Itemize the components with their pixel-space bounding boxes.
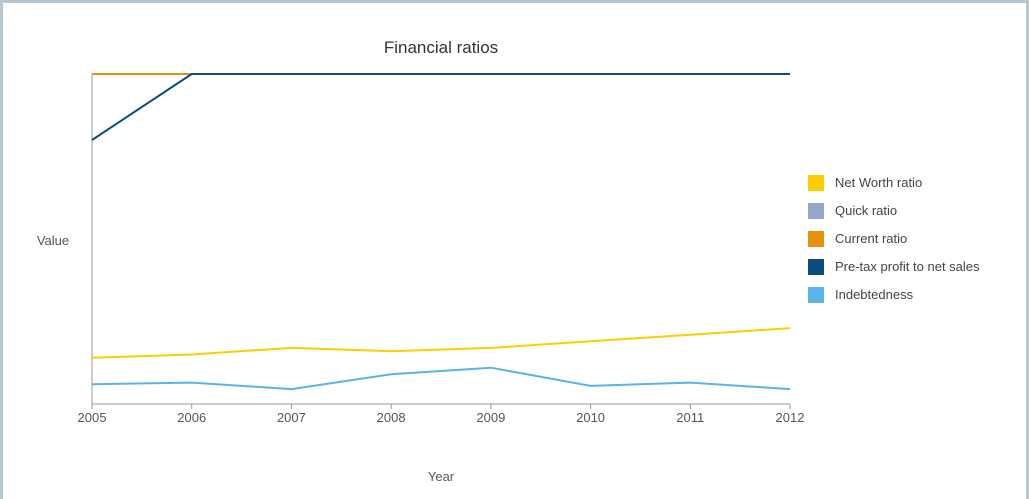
x-tick-label: 2005 [78, 410, 107, 425]
legend: Net Worth ratio Quick ratio Current ratio P… [808, 175, 980, 303]
x-tick-label: 2011 [676, 410, 704, 425]
legend-label-indebtedness[interactable]: Indebtedness [835, 287, 914, 302]
legend-label-net-worth-ratio[interactable]: Net Worth ratio [835, 175, 922, 190]
x-tick-label: 2010 [576, 410, 605, 425]
x-axis-title: Year [428, 469, 455, 484]
x-tick-labels: 2005 2006 2007 2008 2009 2010 2011 2012 [78, 404, 805, 425]
legend-swatch-net-worth-ratio[interactable] [808, 175, 824, 191]
series-lines [91, 73, 791, 391]
legend-swatch-indebtedness[interactable] [808, 287, 824, 303]
series-line-net-worth-ratio[interactable] [91, 327, 791, 359]
series-line-pre-tax-profit-to-net-sales[interactable] [91, 73, 790, 141]
legend-label-quick-ratio[interactable]: Quick ratio [835, 203, 897, 218]
legend-swatch-pre-tax-profit-to-net-sales[interactable] [808, 259, 824, 275]
legend-swatch-quick-ratio[interactable] [808, 203, 824, 219]
legend-label-current-ratio[interactable]: Current ratio [835, 231, 907, 246]
series-line-indebtedness[interactable] [91, 366, 791, 391]
x-tick-label: 2008 [377, 410, 406, 425]
x-tick-label: 2009 [476, 410, 505, 425]
x-tick-label: 2012 [776, 410, 805, 425]
x-tick-label: 2006 [177, 410, 206, 425]
legend-swatch-current-ratio[interactable] [808, 231, 824, 247]
x-tick-label: 2007 [277, 410, 306, 425]
y-axis-title: Value [37, 233, 69, 248]
legend-label-pre-tax-profit-to-net-sales[interactable]: Pre-tax profit to net sales [835, 259, 980, 274]
chart-title: Financial ratios [384, 38, 498, 57]
